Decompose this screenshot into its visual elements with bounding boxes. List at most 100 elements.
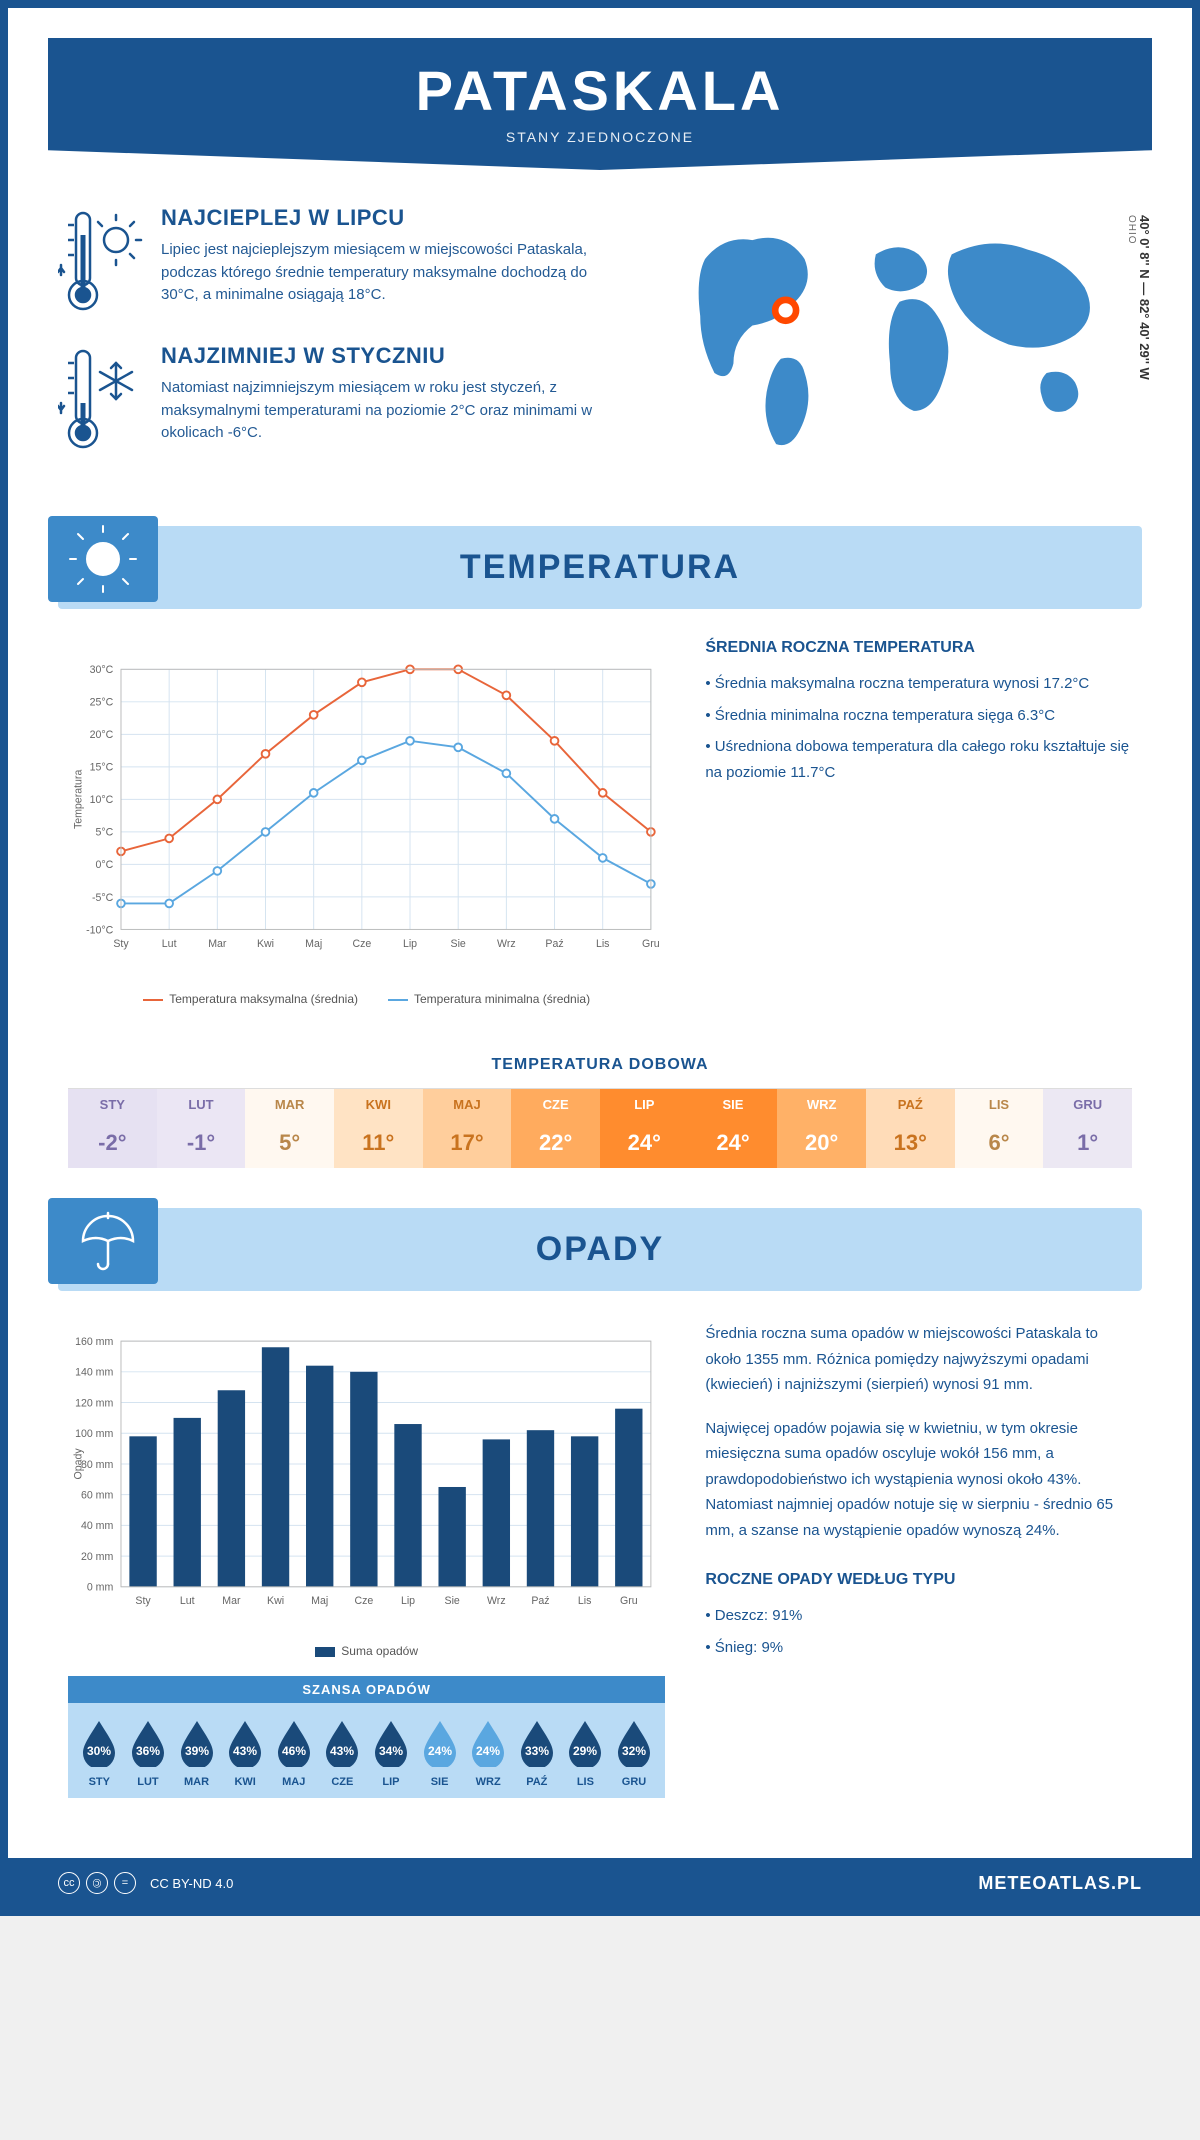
- temp-stat-1: • Średnia maksymalna roczna temperatura …: [705, 671, 1132, 697]
- daily-month: GRU: [1043, 1089, 1132, 1118]
- svg-text:Cze: Cze: [354, 1595, 373, 1607]
- svg-text:Maj: Maj: [305, 938, 322, 950]
- daily-value: 5°: [245, 1118, 334, 1168]
- svg-text:140 mm: 140 mm: [75, 1367, 113, 1379]
- coldest-title: NAJZIMNIEJ W STYCZNIU: [161, 343, 627, 369]
- svg-text:20°C: 20°C: [90, 729, 114, 741]
- footer: cc 🄯 = CC BY-ND 4.0 METEOATLAS.PL: [8, 1858, 1192, 1908]
- svg-text:Sty: Sty: [113, 938, 129, 950]
- precip-chance-drop: 43% KWI: [222, 1717, 269, 1788]
- svg-text:30°C: 30°C: [90, 664, 114, 676]
- precip-chance-drop: 43% CZE: [319, 1717, 366, 1788]
- thermometer-hot-icon: [58, 205, 143, 315]
- precip-chance-drop: 34% LIP: [368, 1717, 415, 1788]
- temp-stat-3: • Uśredniona dobowa temperatura dla całe…: [705, 734, 1132, 785]
- svg-text:80 mm: 80 mm: [81, 1459, 114, 1471]
- daily-value: 11°: [334, 1118, 423, 1168]
- svg-text:0 mm: 0 mm: [87, 1582, 114, 1594]
- title-banner: PATASKALA STANY ZJEDNOCZONE: [48, 38, 1152, 170]
- daily-month: LUT: [157, 1089, 246, 1118]
- daily-month: LIP: [600, 1089, 689, 1118]
- by-icon: 🄯: [86, 1872, 108, 1894]
- precip-chance-drop: 36% LUT: [125, 1717, 172, 1788]
- svg-text:Wrz: Wrz: [497, 938, 516, 950]
- svg-text:Sie: Sie: [451, 938, 466, 950]
- cc-icon: cc: [58, 1872, 80, 1894]
- svg-text:10°C: 10°C: [90, 794, 114, 806]
- svg-text:15°C: 15°C: [90, 762, 114, 774]
- precipitation-title: OPADY: [80, 1230, 1120, 1269]
- svg-text:100 mm: 100 mm: [75, 1428, 113, 1440]
- svg-text:5°C: 5°C: [96, 827, 114, 839]
- svg-text:Lut: Lut: [162, 938, 177, 950]
- coldest-block: NAJZIMNIEJ W STYCZNIU Natomiast najzimni…: [58, 343, 627, 453]
- temp-stat-2: • Średnia minimalna roczna temperatura s…: [705, 703, 1132, 729]
- daily-month: STY: [68, 1089, 157, 1118]
- svg-text:Kwi: Kwi: [267, 1595, 284, 1607]
- precipitation-legend: Suma opadów: [68, 1644, 665, 1658]
- daily-month: CZE: [511, 1089, 600, 1118]
- license-text: CC BY-ND 4.0: [150, 1876, 233, 1891]
- daily-month: WRZ: [777, 1089, 866, 1118]
- coordinates: 40° 0' 8'' N — 82° 40' 29'' W: [1137, 215, 1152, 380]
- svg-text:Gru: Gru: [620, 1595, 638, 1607]
- svg-text:120 mm: 120 mm: [75, 1397, 113, 1409]
- svg-text:Sty: Sty: [135, 1595, 151, 1607]
- svg-text:Lip: Lip: [403, 938, 417, 950]
- svg-text:-10°C: -10°C: [86, 924, 114, 936]
- svg-text:Paź: Paź: [545, 938, 563, 950]
- svg-text:Gru: Gru: [642, 938, 660, 950]
- svg-text:Cze: Cze: [352, 938, 371, 950]
- svg-text:30%: 30%: [87, 1744, 111, 1758]
- svg-text:40 mm: 40 mm: [81, 1520, 114, 1532]
- daily-month: MAJ: [423, 1089, 512, 1118]
- precip-chance-drop: 39% MAR: [173, 1717, 220, 1788]
- svg-text:-5°C: -5°C: [92, 892, 114, 904]
- daily-value: 20°: [777, 1118, 866, 1168]
- svg-text:24%: 24%: [476, 1744, 500, 1758]
- chance-title: SZANSA OPADÓW: [68, 1676, 665, 1703]
- daily-value: 13°: [866, 1118, 955, 1168]
- precip-para-1: Średnia roczna suma opadów w miejscowośc…: [705, 1321, 1132, 1398]
- svg-text:Opady: Opady: [72, 1448, 84, 1480]
- precip-chance-drop: 30% STY: [76, 1717, 123, 1788]
- svg-text:39%: 39%: [185, 1744, 209, 1758]
- svg-text:Lut: Lut: [180, 1595, 195, 1607]
- svg-text:Sie: Sie: [445, 1595, 460, 1607]
- umbrella-icon: [48, 1198, 158, 1284]
- temperature-title: TEMPERATURA: [80, 548, 1120, 587]
- svg-text:Paź: Paź: [531, 1595, 549, 1607]
- thermometer-cold-icon: [58, 343, 143, 453]
- svg-text:160 mm: 160 mm: [75, 1336, 113, 1348]
- hottest-block: NAJCIEPLEJ W LIPCU Lipiec jest najcieple…: [58, 205, 627, 315]
- hottest-title: NAJCIEPLEJ W LIPCU: [161, 205, 627, 231]
- coldest-text: Natomiast najzimniejszym miesiącem w rok…: [161, 377, 627, 445]
- nd-icon: =: [114, 1872, 136, 1894]
- svg-text:Kwi: Kwi: [257, 938, 274, 950]
- svg-text:Lis: Lis: [578, 1595, 592, 1607]
- hottest-text: Lipiec jest najcieplejszym miesiącem w m…: [161, 239, 627, 307]
- svg-text:24%: 24%: [428, 1744, 452, 1758]
- daily-month: SIE: [689, 1089, 778, 1118]
- svg-text:43%: 43%: [233, 1744, 257, 1758]
- precip-chance-drop: 24% SIE: [416, 1717, 463, 1788]
- svg-text:46%: 46%: [282, 1744, 306, 1758]
- svg-text:Temperatura: Temperatura: [72, 770, 84, 829]
- svg-text:29%: 29%: [573, 1744, 597, 1758]
- temperature-line-chart: -10°C -5°C 0°C 5°C 10°C 15°C 20°C 25°C 30°C Sty Lu…: [68, 639, 665, 979]
- country-name: STANY ZJEDNOCZONE: [88, 129, 1112, 145]
- precip-para-2: Najwięcej opadów pojawia się w kwietniu,…: [705, 1416, 1132, 1544]
- svg-text:32%: 32%: [622, 1744, 646, 1758]
- svg-text:Lis: Lis: [596, 938, 610, 950]
- daily-value: 22°: [511, 1118, 600, 1168]
- svg-text:60 mm: 60 mm: [81, 1490, 114, 1502]
- daily-value: 24°: [600, 1118, 689, 1168]
- temperature-section-header: TEMPERATURA: [58, 526, 1142, 609]
- daily-value: 6°: [955, 1118, 1044, 1168]
- annual-temp-title: ŚREDNIA ROCZNA TEMPERATURA: [705, 639, 1132, 657]
- svg-text:34%: 34%: [379, 1744, 403, 1758]
- svg-text:Lip: Lip: [401, 1595, 415, 1607]
- svg-text:25°C: 25°C: [90, 697, 114, 709]
- temperature-legend: Temperatura maksymalna (średnia) Tempera…: [68, 992, 665, 1006]
- svg-text:0°C: 0°C: [96, 859, 114, 871]
